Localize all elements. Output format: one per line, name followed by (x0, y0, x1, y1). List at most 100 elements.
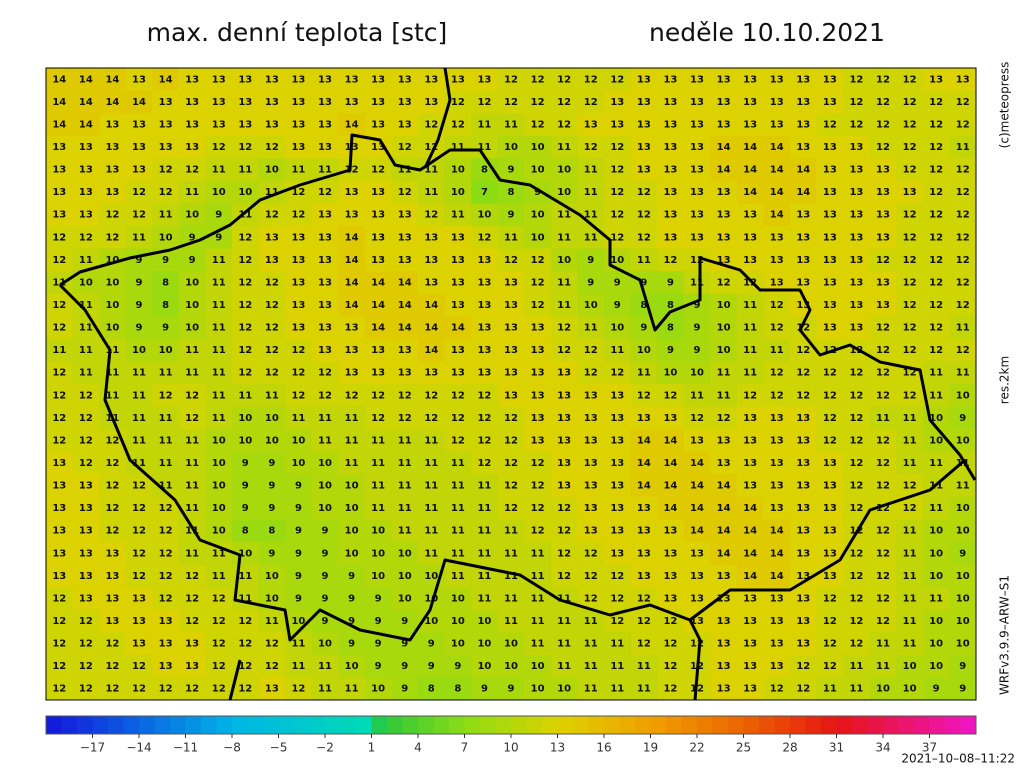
temperature-value: 13 (185, 119, 199, 130)
temperature-cell (816, 135, 844, 159)
temperature-value: 14 (717, 548, 731, 559)
temperature-value: 10 (477, 210, 491, 221)
temperature-value: 12 (690, 639, 704, 650)
temperature-cell (46, 158, 74, 182)
temperature-value: 10 (956, 526, 970, 537)
temperature-value: 12 (371, 413, 385, 424)
temperature-value: 13 (291, 323, 305, 334)
temperature-value: 11 (531, 593, 545, 604)
temperature-value: 13 (238, 119, 252, 130)
temperature-value: 12 (717, 413, 731, 424)
temperature-value: 13 (849, 277, 863, 288)
temperature-value: 13 (770, 435, 784, 446)
temperature-value: 13 (212, 74, 226, 85)
colorbar-cell (914, 716, 930, 734)
temperature-value: 10 (903, 661, 917, 672)
colorbar-tick-label: 28 (782, 741, 797, 755)
temperature-value: 10 (212, 458, 226, 469)
colorbar-cell (61, 716, 78, 734)
temperature-value: 13 (663, 571, 677, 582)
temperature-value: 13 (504, 323, 518, 334)
temperature-value: 13 (717, 684, 731, 695)
temperature-cell (46, 226, 74, 250)
colorbar-cell (588, 716, 605, 734)
temperature-value: 13 (717, 97, 731, 108)
temperature-value: 11 (584, 323, 598, 334)
temperature-value: 12 (903, 210, 917, 221)
temperature-value: 10 (531, 210, 545, 221)
temperature-cell (896, 180, 924, 204)
temperature-value: 11 (212, 571, 226, 582)
colorbar-cell (449, 716, 465, 734)
temperature-cell (364, 203, 392, 227)
temperature-value: 12 (637, 232, 651, 243)
temperature-value: 12 (185, 593, 199, 604)
temperature-value: 13 (265, 74, 279, 85)
temperature-value: 11 (185, 548, 199, 559)
temperature-value: 12 (105, 526, 119, 537)
colorbar-tick-label: 22 (689, 741, 704, 755)
temperature-value: 12 (610, 74, 624, 85)
temperature-value: 12 (105, 639, 119, 650)
temperature-value: 13 (557, 435, 571, 446)
temperature-value: 13 (238, 97, 252, 108)
temperature-value: 11 (212, 368, 226, 379)
colorbar-cell (294, 716, 310, 734)
temperature-cell (205, 203, 233, 227)
temperature-cell (364, 135, 392, 159)
temperature-value: 12 (159, 390, 173, 401)
temperature-value: 14 (796, 187, 810, 198)
temperature-value: 9 (401, 661, 408, 672)
colorbar-tick-label: 7 (461, 741, 469, 755)
temperature-cell (790, 113, 818, 137)
temperature-value: 11 (477, 593, 491, 604)
temperature-value: 12 (398, 390, 412, 401)
temperature-value: 14 (796, 165, 810, 176)
temperature-value: 13 (398, 345, 412, 356)
temperature-value: 13 (823, 97, 837, 108)
temperature-cell (72, 158, 100, 182)
temperature-value: 9 (694, 323, 701, 334)
colorbar-cell (216, 716, 233, 734)
temperature-cell (338, 90, 366, 114)
temperature-value: 12 (876, 458, 890, 469)
temperature-cell (232, 158, 260, 182)
temperature-value: 13 (132, 165, 146, 176)
temperature-value: 13 (291, 119, 305, 130)
map-title: max. denní teplota [stc] (147, 18, 448, 47)
copyright-label: (c)meteopress (998, 62, 1012, 149)
temperature-value: 11 (903, 526, 917, 537)
temperature-cell (790, 68, 818, 92)
temperature-value: 12 (318, 187, 332, 198)
temperature-value: 10 (929, 661, 943, 672)
temperature-cell (391, 113, 419, 137)
temperature-value: 11 (371, 435, 385, 446)
temperature-value: 13 (132, 616, 146, 627)
temperature-cell (444, 135, 472, 159)
temperature-value: 12 (52, 232, 66, 243)
temperature-value: 10 (345, 661, 359, 672)
temperature-value: 12 (637, 210, 651, 221)
temperature-value: 11 (557, 639, 571, 650)
colorbar-cell (480, 716, 496, 734)
temperature-value: 12 (52, 661, 66, 672)
temperature-value: 14 (52, 74, 66, 85)
temperature-cell (816, 203, 844, 227)
temperature-value: 12 (903, 232, 917, 243)
temperature-value: 13 (291, 97, 305, 108)
temperature-value: 12 (185, 616, 199, 627)
temperature-value: 12 (929, 97, 943, 108)
temperature-value: 11 (212, 277, 226, 288)
temperature-value: 9 (694, 345, 701, 356)
temperature-value: 13 (610, 458, 624, 469)
temperature-value: 12 (956, 210, 970, 221)
temperature-value: 12 (876, 548, 890, 559)
colorbar-cell (774, 716, 791, 734)
temperature-value: 12 (929, 255, 943, 266)
temperature-value: 9 (242, 481, 249, 492)
colorbar-tick-label: −2 (316, 741, 334, 755)
temperature-value: 12 (584, 97, 598, 108)
temperature-value: 13 (823, 210, 837, 221)
temperature-cell (99, 226, 127, 250)
colorbar-cell (464, 716, 481, 734)
